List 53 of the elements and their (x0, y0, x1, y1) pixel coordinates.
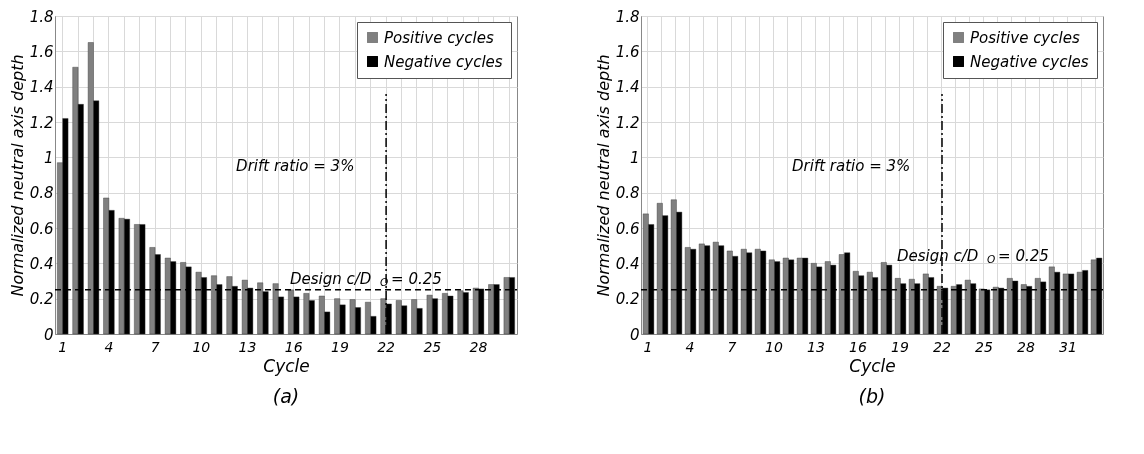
y-tick-label: 1.8 (615, 7, 640, 26)
text: (a) (272, 385, 300, 407)
x-tick-label: 13 (807, 338, 825, 355)
x-tick-label: 4 (685, 338, 695, 355)
y-tick-label: 1.6 (615, 42, 640, 61)
x-tick-label: 7 (727, 338, 737, 355)
y-tick-label: 1.4 (29, 78, 54, 97)
legend-label: Positive cycles (384, 28, 494, 47)
x-axis-title: Cycle (263, 355, 310, 376)
ref-line-label: Drift ratio = 3% (236, 157, 355, 175)
x-tick-label: 7 (150, 338, 160, 355)
y-tick-label: 1.4 (615, 78, 640, 97)
y-tick-label: 0 (629, 325, 640, 344)
legend-label: Negative cycles (970, 52, 1089, 71)
x-tick-label: 1 (643, 338, 653, 355)
y-tick-label: 0.2 (615, 290, 640, 309)
y-tick-label: 0.4 (615, 254, 640, 273)
y-axis-title: Normalized neutral axis depth (7, 54, 27, 297)
x-tick-label: 1 (58, 338, 68, 355)
y-tick-label: 0 (43, 325, 54, 344)
y-tick-label: 1.2 (615, 113, 640, 132)
y-tick-label: 1.6 (29, 42, 54, 61)
x-tick-label: 28 (469, 338, 488, 355)
x-tick-label: 13 (238, 338, 257, 355)
y-tick-label: 0.6 (29, 219, 54, 238)
y-axis-title: Normalized neutral axis depth (593, 54, 613, 297)
legend-label: Positive cycles (970, 28, 1080, 47)
x-axis-title: Cycle (849, 355, 896, 376)
y-tick-label: 0.8 (29, 184, 54, 203)
y-tick-label: 0.6 (615, 219, 640, 238)
x-tick-label: 25 (423, 338, 442, 355)
ref-line-label: Drift ratio = 3% (792, 157, 911, 175)
x-tick-label: 10 (765, 338, 783, 355)
legend-label: Negative cycles (384, 52, 503, 71)
x-tick-label: 31 (1059, 338, 1077, 355)
x-tick-label: 22 (377, 338, 396, 355)
x-tick-label: 10 (192, 338, 211, 355)
x-tick-label: 25 (975, 338, 993, 355)
y-tick-label: 1 (43, 148, 54, 167)
x-tick-label: 28 (1017, 338, 1035, 355)
y-tick-label: 1.8 (29, 7, 54, 26)
x-tick-label: 16 (284, 338, 303, 355)
x-tick-label: 22 (933, 338, 951, 355)
y-tick-label: 0.2 (29, 290, 54, 309)
x-tick-label: 19 (330, 338, 349, 355)
x-tick-label: 4 (104, 338, 114, 355)
y-tick-label: 1 (629, 148, 640, 167)
x-tick-label: 19 (891, 338, 909, 355)
y-tick-label: 0.8 (615, 184, 640, 203)
y-tick-label: 0.4 (29, 254, 54, 273)
text: (b) (858, 385, 886, 407)
y-tick-label: 1.2 (29, 113, 54, 132)
x-tick-label: 16 (849, 338, 867, 355)
